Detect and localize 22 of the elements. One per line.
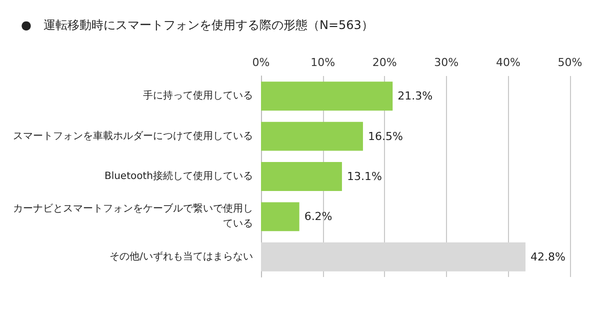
data-label: 13.1% <box>346 170 382 183</box>
bar <box>261 242 526 272</box>
y-tick-label: スマートフォンを車載ホルダーにつけて使用している <box>13 130 253 142</box>
bar <box>261 202 300 232</box>
x-tick-label: 50% <box>558 56 582 69</box>
data-label: 16.5% <box>368 130 403 143</box>
y-tick-label: 手に持って使用している <box>143 90 253 102</box>
y-tick-label: Bluetooth接続して使用している <box>104 170 253 182</box>
x-tick-label: 10% <box>310 56 336 69</box>
x-tick-label: 30% <box>434 56 459 69</box>
chart-title: ● 運転移動時にスマートフォンを使用する際の形態（N=563） <box>21 18 374 32</box>
bar <box>261 162 342 191</box>
x-tick-label: 40% <box>496 56 520 69</box>
x-tick-label: 20% <box>372 56 397 69</box>
data-label: 42.8% <box>530 250 566 264</box>
y-tick-label: カーナビとスマートフォンをケーブルで繋いで使用している <box>13 202 253 230</box>
y-tick-label: その他/いずれも当てはまらない <box>110 250 253 262</box>
data-label: 21.3% <box>398 90 433 103</box>
bar <box>261 82 393 111</box>
data-label: 6.2% <box>304 210 332 224</box>
x-tick-label: 0% <box>252 56 270 69</box>
bar <box>261 122 363 151</box>
